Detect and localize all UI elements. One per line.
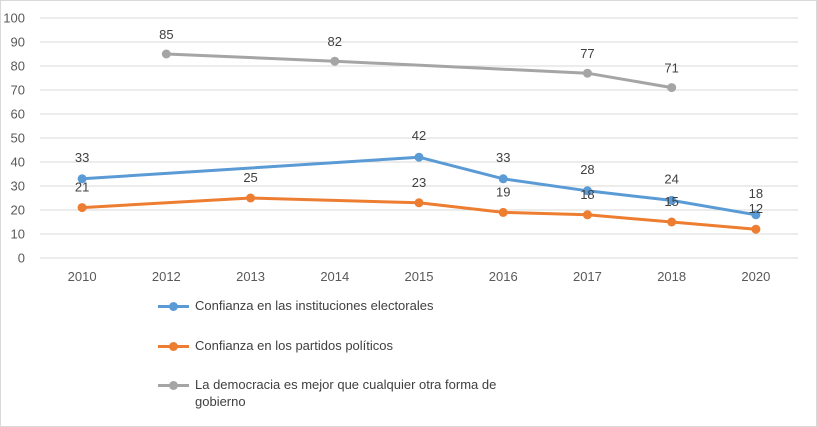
legend-swatch bbox=[158, 379, 189, 391]
data-point-1-2013 bbox=[246, 193, 256, 203]
x-tick-label-2018: 2018 bbox=[657, 269, 686, 284]
data-label-2-2014: 82 bbox=[328, 34, 342, 49]
y-tick-label-10: 10 bbox=[11, 227, 25, 242]
data-point-2-2012 bbox=[161, 49, 171, 59]
y-tick-label-0: 0 bbox=[18, 251, 25, 266]
data-point-1-2015 bbox=[414, 198, 424, 208]
data-point-1-2016 bbox=[498, 207, 508, 217]
legend-swatch bbox=[158, 300, 189, 312]
data-point-1-2020 bbox=[751, 224, 761, 234]
data-label-2-2017: 77 bbox=[580, 46, 594, 61]
legend: Confianza en las instituciones electoral… bbox=[158, 291, 558, 410]
x-tick-label-2016: 2016 bbox=[489, 269, 518, 284]
y-tick-label-60: 60 bbox=[11, 107, 25, 122]
y-tick-label-80: 80 bbox=[11, 59, 25, 74]
data-point-0-2018 bbox=[667, 195, 677, 205]
data-point-1-2018 bbox=[667, 217, 677, 227]
data-label-0-2020: 18 bbox=[749, 186, 763, 201]
legend-label: Confianza en las instituciones electoral… bbox=[195, 298, 434, 313]
legend-swatch bbox=[158, 340, 189, 352]
data-label-1-2016: 19 bbox=[496, 184, 510, 199]
data-label-2-2018: 71 bbox=[664, 61, 678, 76]
x-tick-label-2010: 2010 bbox=[68, 269, 97, 284]
x-tick-label-2013: 2013 bbox=[236, 269, 265, 284]
data-point-2-2018 bbox=[667, 83, 677, 93]
data-label-1-2015: 23 bbox=[412, 175, 426, 190]
data-label-1-2010: 21 bbox=[75, 180, 89, 195]
x-tick-label-2012: 2012 bbox=[152, 269, 181, 284]
data-point-0-2015 bbox=[414, 152, 424, 162]
data-label-1-2017: 18 bbox=[580, 187, 594, 202]
legend-label: Confianza en los partidos políticos bbox=[195, 338, 394, 353]
x-tick-label-2014: 2014 bbox=[320, 269, 349, 284]
series-line-0 bbox=[80, 155, 758, 217]
data-label-1-2020: 12 bbox=[749, 201, 763, 216]
data-point-0-2017 bbox=[582, 186, 592, 196]
data-label-1-2013: 25 bbox=[243, 170, 257, 185]
y-tick-label-70: 70 bbox=[11, 83, 25, 98]
legend-item-democracia: La democracia es mejor que cualquier otr… bbox=[158, 376, 515, 410]
legend-label: La democracia es mejor que cualquier otr… bbox=[195, 377, 497, 409]
data-point-1-2010 bbox=[77, 203, 87, 213]
y-axis-ticks: 0 10 20 30 40 50 60 70 80 90 100 bbox=[3, 11, 25, 266]
data-label-0-2018: 24 bbox=[664, 171, 678, 186]
data-label-2-2012: 85 bbox=[159, 27, 173, 42]
data-label-1-2018: 15 bbox=[664, 194, 678, 209]
y-tick-label-100: 100 bbox=[3, 11, 25, 26]
data-point-2-2014 bbox=[330, 56, 340, 66]
x-tick-label-2017: 2017 bbox=[573, 269, 602, 284]
data-point-0-2010 bbox=[77, 174, 87, 184]
x-tick-label-2015: 2015 bbox=[405, 269, 434, 284]
y-tick-label-30: 30 bbox=[11, 179, 25, 194]
data-label-0-2017: 28 bbox=[580, 162, 594, 177]
series-line-2 bbox=[164, 52, 674, 90]
legend-item-instituciones: Confianza en las instituciones electoral… bbox=[158, 297, 558, 314]
x-axis-ticks: 2010 2012 2013 2014 2015 2016 2017 2018 2020 bbox=[68, 269, 771, 284]
data-label-0-2016: 33 bbox=[496, 150, 510, 165]
data-point-0-2020 bbox=[751, 210, 761, 220]
data-point-2-2017 bbox=[582, 68, 592, 78]
y-tick-label-90: 90 bbox=[11, 35, 25, 50]
y-tick-label-40: 40 bbox=[11, 155, 25, 170]
legend-item-partidos: Confianza en los partidos políticos bbox=[158, 337, 558, 354]
data-label-0-2010: 33 bbox=[75, 150, 89, 165]
y-tick-label-20: 20 bbox=[11, 203, 25, 218]
data-label-0-2015: 42 bbox=[412, 128, 426, 143]
data-point-0-2016 bbox=[498, 174, 508, 184]
data-point-1-2017 bbox=[582, 210, 592, 220]
series-points bbox=[77, 49, 761, 234]
data-labels: 33 42 33 28 24 18 21 25 23 19 18 15 12 85 82 77 71 bbox=[75, 27, 763, 216]
y-tick-label-50: 50 bbox=[11, 131, 25, 146]
x-tick-label-2020: 2020 bbox=[741, 269, 770, 284]
